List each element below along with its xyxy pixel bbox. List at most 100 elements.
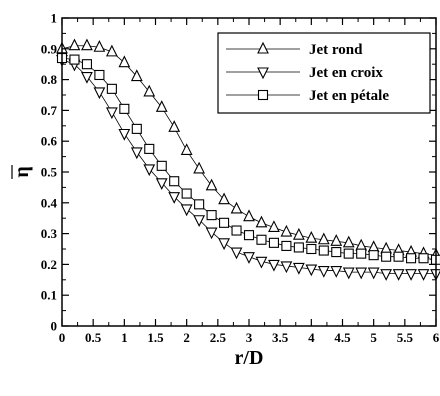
data-point — [368, 250, 379, 261]
x-tick-label: 5 — [370, 330, 377, 345]
data-point — [331, 247, 342, 258]
axes: 0 0.5 1 1.5 2 2.5 3 3.5 4 4.5 5 5.5 6 0 0.1 0.2 0.3 0.4 0.… — [11, 11, 440, 345]
data-point — [130, 147, 143, 160]
data-point — [392, 269, 405, 281]
x-axis-title: r/D — [235, 347, 264, 369]
data-point — [406, 253, 417, 264]
y-tick-label: 0.9 — [41, 41, 58, 56]
data-point — [330, 234, 343, 246]
legend-marker — [257, 67, 269, 80]
data-point — [355, 267, 368, 280]
data-point — [342, 235, 355, 248]
x-tick-label: 3 — [246, 330, 253, 345]
y-tick-label: 0.7 — [41, 103, 58, 118]
legend[interactable]: Jet rond Jet en croix Jet en pétale — [217, 32, 431, 114]
data-point — [181, 188, 192, 199]
data-point — [205, 227, 218, 240]
data-point — [81, 71, 93, 84]
data-point — [231, 225, 242, 236]
data-point — [280, 224, 293, 237]
data-point — [168, 120, 181, 132]
data-point — [119, 103, 130, 114]
data-point — [130, 69, 143, 82]
data-point — [268, 237, 279, 248]
x-tick-label: 3.5 — [272, 330, 289, 345]
data-point — [169, 176, 180, 187]
data-point — [143, 164, 156, 177]
data-point — [118, 128, 131, 141]
data-point — [155, 100, 168, 112]
legend-box — [217, 32, 431, 114]
y-axis-title: η — [11, 166, 33, 177]
data-point — [205, 178, 218, 191]
data-point — [143, 84, 156, 97]
data-point — [81, 59, 92, 70]
data-point — [156, 160, 167, 171]
y-tick-label: 0.5 — [41, 165, 58, 180]
data-point — [243, 230, 255, 241]
y-tick-label: 0.1 — [41, 288, 57, 303]
data-point — [230, 201, 243, 214]
data-point — [318, 245, 329, 256]
legend-marker — [257, 41, 269, 54]
data-point — [194, 199, 205, 210]
data-point — [180, 143, 193, 155]
data-point — [93, 40, 106, 52]
data-point — [94, 69, 105, 81]
data-point — [218, 192, 230, 205]
data-point — [218, 238, 230, 251]
data-point — [206, 210, 217, 221]
data-point — [317, 266, 330, 278]
x-tick-label: 0 — [59, 330, 66, 345]
data-point — [292, 262, 305, 275]
series-3 — [56, 52, 440, 265]
data-point — [393, 251, 404, 262]
data-point — [268, 220, 280, 232]
x-tick-label: 2 — [183, 330, 190, 345]
data-point — [381, 251, 392, 262]
data-point — [405, 269, 417, 281]
data-point — [306, 243, 317, 255]
data-point — [106, 83, 117, 94]
data-point — [155, 178, 168, 191]
data-point — [144, 143, 155, 154]
data-point — [168, 192, 181, 204]
data-point — [342, 267, 355, 280]
data-point — [118, 55, 131, 68]
x-tick-label: 1 — [121, 330, 128, 345]
data-point — [280, 261, 293, 274]
data-point — [105, 107, 118, 120]
data-point — [180, 204, 193, 217]
x-tick-label: 4.5 — [334, 330, 351, 345]
series-2 — [56, 55, 440, 281]
legend-marker — [257, 89, 269, 101]
data-point — [81, 38, 93, 51]
legend-label: Jet rond — [309, 42, 363, 58]
y-tick-label: 0.6 — [41, 134, 58, 149]
x-tick-label: 5.5 — [397, 330, 414, 345]
data-point — [380, 269, 393, 281]
x-tick-label: 6 — [433, 330, 440, 345]
data-point — [69, 54, 80, 65]
data-point — [292, 227, 305, 240]
data-point — [93, 87, 106, 100]
legend-label: Jet en pétale — [309, 88, 389, 104]
data-point — [418, 253, 429, 264]
data-point — [343, 248, 354, 259]
data-point — [417, 269, 430, 281]
y-tick-label: 0.8 — [41, 72, 58, 87]
data-point — [256, 234, 267, 245]
plot-area — [56, 38, 440, 281]
data-point — [305, 230, 318, 243]
data-point — [68, 38, 81, 51]
data-point — [367, 267, 380, 280]
data-point — [356, 248, 367, 259]
x-tick-label: 4 — [308, 330, 315, 345]
data-point — [105, 44, 118, 57]
data-point — [293, 242, 304, 253]
legend-label: Jet en croix — [309, 65, 383, 81]
x-tick-label: 1.5 — [147, 330, 164, 345]
y-tick-label: 0.2 — [41, 257, 57, 272]
data-point — [330, 266, 343, 278]
